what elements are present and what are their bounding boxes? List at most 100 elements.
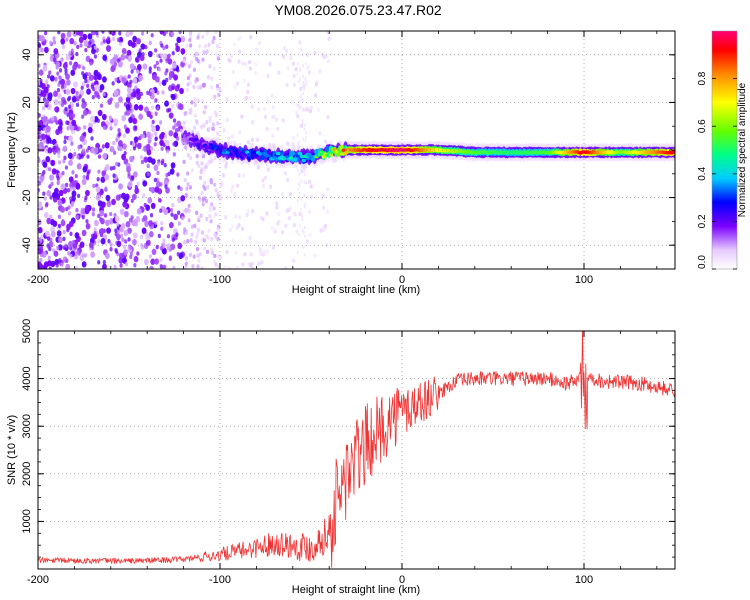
noise-mark	[109, 126, 113, 131]
noise-mark	[211, 39, 215, 45]
noise-mark	[144, 220, 150, 228]
noise-mark	[151, 105, 155, 110]
x-tick-label: 0	[399, 574, 405, 586]
noise-mark	[126, 87, 132, 94]
noise-mark	[240, 114, 244, 119]
noise-mark	[256, 165, 261, 170]
noise-mark	[234, 250, 238, 255]
noise-mark	[70, 87, 76, 95]
noise-mark	[68, 135, 73, 142]
noise-mark	[155, 60, 159, 66]
noise-mark	[50, 226, 56, 233]
noise-mark	[283, 171, 287, 176]
colorbar-tick-label: 0.4	[697, 166, 708, 180]
noise-mark	[118, 140, 123, 147]
noise-mark	[84, 253, 88, 258]
noise-mark	[302, 75, 304, 79]
noise-mark	[202, 167, 206, 172]
x-tick-label: -100	[209, 574, 231, 586]
noise-mark	[48, 266, 52, 269]
signal-mark	[266, 148, 272, 156]
noise-mark	[127, 55, 132, 62]
noise-mark	[323, 139, 328, 144]
noise-mark	[79, 43, 83, 48]
signal-mark	[672, 150, 675, 154]
bottom-y-ticks: 1000 2000 3000 4000 5000	[21, 319, 675, 570]
noise-mark	[245, 212, 249, 217]
colorbar-tick-label: 0.2	[697, 214, 708, 228]
noise-mark	[205, 216, 209, 222]
noise-mark	[303, 225, 306, 229]
noise-mark	[246, 89, 250, 95]
noise-mark	[298, 140, 300, 144]
noise-mark	[92, 183, 96, 189]
noise-mark	[212, 35, 216, 41]
noise-mark	[208, 208, 212, 213]
noise-mark	[218, 87, 222, 93]
noise-mark	[42, 64, 48, 72]
noise-mark	[159, 52, 163, 57]
noise-mark	[297, 199, 299, 203]
noise-mark	[201, 202, 205, 207]
noise-mark	[280, 229, 285, 235]
noise-mark	[288, 191, 293, 197]
noise-mark	[111, 81, 115, 86]
noise-mark	[163, 163, 167, 168]
noise-mark	[257, 261, 261, 266]
noise-mark	[307, 70, 311, 75]
noise-mark	[199, 169, 203, 175]
noise-mark	[123, 249, 128, 256]
noise-mark	[307, 209, 312, 215]
noise-mark	[150, 187, 154, 192]
noise-mark	[63, 155, 67, 161]
noise-mark	[178, 31, 182, 35]
noise-mark	[304, 202, 306, 206]
noise-mark	[61, 218, 65, 224]
noise-mark	[89, 61, 93, 66]
noise-mark	[75, 51, 79, 57]
noise-mark	[263, 249, 267, 254]
noise-mark	[131, 93, 135, 98]
noise-mark	[141, 227, 147, 234]
noise-mark	[254, 62, 258, 67]
noise-mark	[298, 172, 301, 176]
noise-mark	[94, 219, 99, 227]
noise-mark	[190, 100, 194, 105]
noise-mark	[85, 223, 91, 230]
noise-mark	[192, 84, 196, 90]
noise-mark	[302, 245, 304, 249]
noise-mark	[45, 156, 51, 163]
noise-mark	[90, 136, 94, 141]
noise-mark	[143, 156, 149, 163]
noise-mark	[163, 264, 167, 269]
noise-mark	[76, 44, 80, 50]
noise-mark	[42, 106, 46, 111]
noise-mark	[168, 71, 174, 78]
noise-mark	[298, 184, 301, 188]
noise-mark	[176, 83, 181, 89]
noise-mark	[270, 93, 274, 98]
signal-mark	[259, 156, 265, 161]
noise-mark	[48, 70, 52, 75]
noise-mark	[205, 249, 210, 255]
noise-mark	[309, 194, 313, 200]
noise-mark	[305, 52, 310, 58]
noise-mark	[143, 258, 149, 266]
noise-mark	[272, 144, 276, 149]
noise-mark	[132, 238, 137, 246]
noise-mark	[51, 116, 55, 121]
noise-mark	[112, 140, 116, 146]
noise-mark	[42, 127, 47, 132]
noise-mark	[114, 249, 119, 254]
noise-mark	[159, 264, 163, 269]
noise-mark	[47, 167, 52, 172]
noise-mark	[175, 232, 179, 237]
noise-mark	[71, 119, 77, 126]
noise-mark	[327, 36, 331, 41]
noise-mark	[192, 67, 197, 73]
signal-mark	[292, 157, 297, 161]
noise-mark	[144, 44, 148, 50]
noise-mark	[60, 38, 66, 45]
noise-mark	[124, 111, 128, 116]
noise-mark	[102, 54, 108, 61]
